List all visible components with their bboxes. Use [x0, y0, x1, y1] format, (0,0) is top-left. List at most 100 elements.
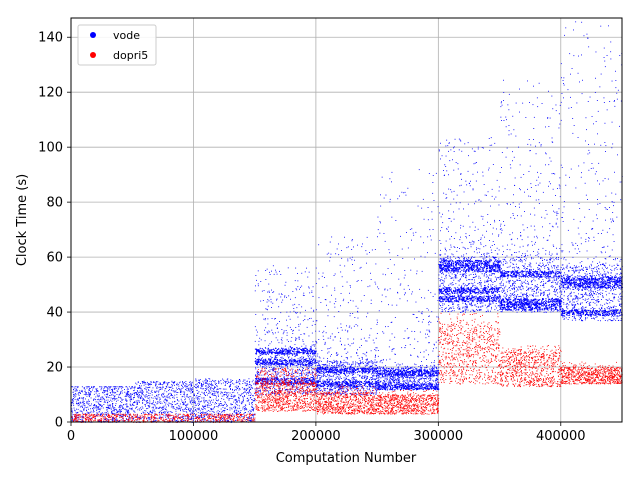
data-point — [298, 362, 300, 364]
data-point — [155, 385, 156, 387]
data-point — [370, 366, 372, 368]
data-point — [257, 366, 259, 368]
data-point — [343, 381, 345, 383]
data-point — [121, 419, 123, 421]
data-point — [288, 374, 290, 376]
data-point — [249, 381, 251, 382]
data-point — [272, 292, 274, 293]
data-point — [309, 383, 311, 385]
data-point — [176, 384, 177, 385]
data-point — [296, 347, 298, 349]
data-point — [216, 411, 218, 413]
data-point — [347, 379, 349, 380]
data-point — [315, 340, 317, 342]
data-point — [195, 402, 196, 404]
data-point — [304, 271, 306, 273]
data-point — [186, 404, 188, 406]
data-point — [338, 363, 340, 365]
data-point — [272, 302, 274, 304]
data-point — [289, 326, 291, 328]
data-point — [289, 369, 291, 371]
data-point — [313, 345, 315, 347]
data-point — [316, 362, 317, 363]
data-point — [257, 362, 259, 364]
data-point — [313, 368, 315, 369]
data-point — [297, 360, 299, 361]
data-point — [254, 384, 256, 386]
data-point — [277, 339, 279, 341]
data-point — [111, 391, 113, 393]
data-point — [299, 375, 301, 377]
data-point — [99, 404, 101, 406]
data-point — [354, 372, 356, 374]
data-point — [201, 386, 203, 388]
data-point — [293, 359, 295, 361]
data-point — [311, 357, 313, 359]
data-point — [363, 383, 365, 384]
data-point — [156, 403, 158, 405]
data-point — [244, 412, 246, 414]
data-point — [257, 350, 259, 352]
data-point — [294, 379, 296, 381]
data-point — [353, 367, 355, 369]
data-point — [328, 377, 330, 379]
data-point — [112, 404, 114, 406]
data-point — [317, 375, 318, 377]
data-point — [308, 367, 310, 369]
data-point — [296, 354, 298, 356]
data-point — [353, 369, 355, 371]
data-point — [278, 393, 280, 395]
data-point — [302, 386, 304, 387]
data-point — [355, 369, 357, 371]
data-point — [200, 387, 202, 389]
data-point — [204, 382, 206, 384]
data-point — [166, 400, 168, 402]
data-point — [214, 392, 216, 394]
data-point — [321, 375, 322, 377]
data-point — [113, 386, 115, 388]
data-point — [276, 354, 278, 356]
data-point — [281, 337, 283, 339]
data-point — [368, 385, 370, 387]
data-point — [111, 389, 113, 391]
data-point — [282, 348, 284, 350]
data-point — [212, 399, 214, 401]
data-point — [125, 392, 127, 394]
data-point — [88, 412, 90, 413]
data-point — [163, 407, 165, 409]
data-point — [159, 403, 161, 404]
data-point — [346, 371, 347, 373]
data-point — [186, 407, 188, 408]
data-point — [259, 353, 261, 355]
data-point — [285, 382, 287, 384]
data-point — [283, 364, 285, 366]
data-point — [265, 381, 267, 383]
data-point — [211, 410, 213, 412]
data-point — [301, 272, 303, 274]
data-point — [326, 364, 328, 366]
data-point — [131, 386, 133, 388]
data-point — [156, 390, 158, 392]
data-point — [331, 378, 333, 380]
data-point — [374, 385, 376, 387]
data-point — [317, 367, 319, 369]
data-point — [272, 369, 274, 371]
data-point — [216, 400, 218, 401]
data-point — [82, 404, 84, 406]
data-point — [167, 411, 169, 413]
data-point — [315, 267, 317, 269]
data-point — [255, 378, 257, 380]
data-point — [231, 408, 233, 410]
data-point — [217, 400, 219, 402]
data-point — [292, 362, 294, 364]
data-point — [227, 397, 229, 399]
data-point — [306, 348, 308, 350]
data-point — [72, 398, 74, 400]
data-point — [275, 379, 277, 381]
data-point — [142, 398, 144, 399]
data-point — [168, 396, 170, 398]
data-point — [273, 364, 275, 366]
data-point — [266, 377, 268, 379]
data-point — [99, 386, 101, 388]
data-point — [100, 387, 102, 389]
